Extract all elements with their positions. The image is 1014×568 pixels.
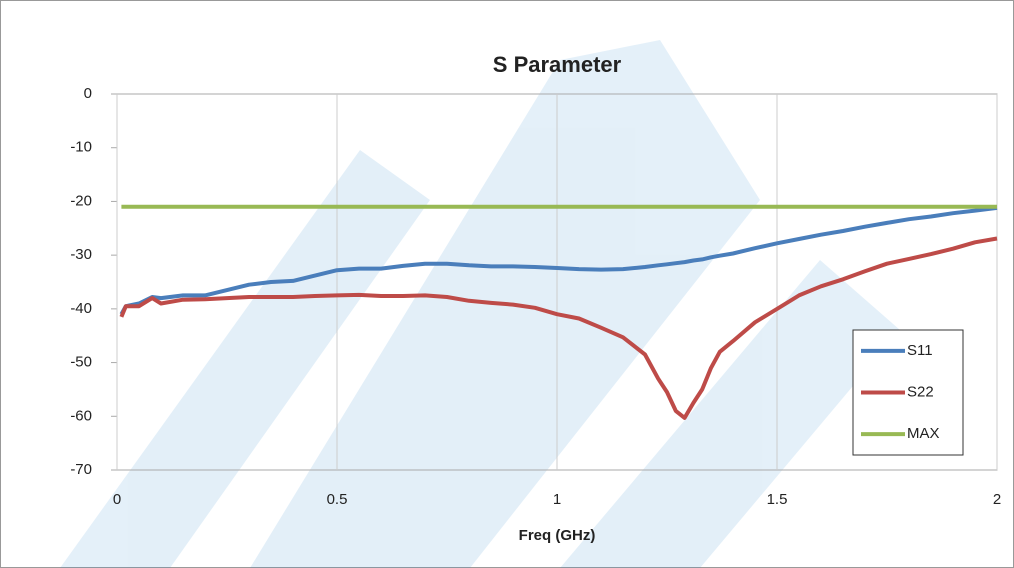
y-tick-label: -20 xyxy=(70,192,92,209)
y-tick-label: -60 xyxy=(70,407,92,424)
legend: S11 S22 MAX xyxy=(852,329,964,456)
legend-label: S11 xyxy=(907,342,933,359)
y-tick-label: -40 xyxy=(70,300,92,317)
x-tick-label: 2 xyxy=(993,491,1001,508)
x-tick-label: 0 xyxy=(113,491,121,508)
y-tick-label: 0 xyxy=(84,85,92,102)
y-tick-label: -70 xyxy=(70,461,92,478)
x-axis-label: Freq (GHz) xyxy=(519,527,596,544)
y-tick-label: -50 xyxy=(70,354,92,371)
y-tick-label: -30 xyxy=(70,246,92,263)
chart-title: S Parameter xyxy=(493,52,622,77)
x-tick-label: 0.5 xyxy=(327,491,348,508)
legend-label: S22 xyxy=(907,383,934,400)
x-tick-label: 1 xyxy=(553,491,561,508)
legend-label: MAX xyxy=(907,425,940,442)
y-tick-label: -10 xyxy=(70,139,92,156)
series-line xyxy=(119,236,998,420)
x-tick-label: 1.5 xyxy=(767,491,788,508)
series-line xyxy=(119,205,998,316)
